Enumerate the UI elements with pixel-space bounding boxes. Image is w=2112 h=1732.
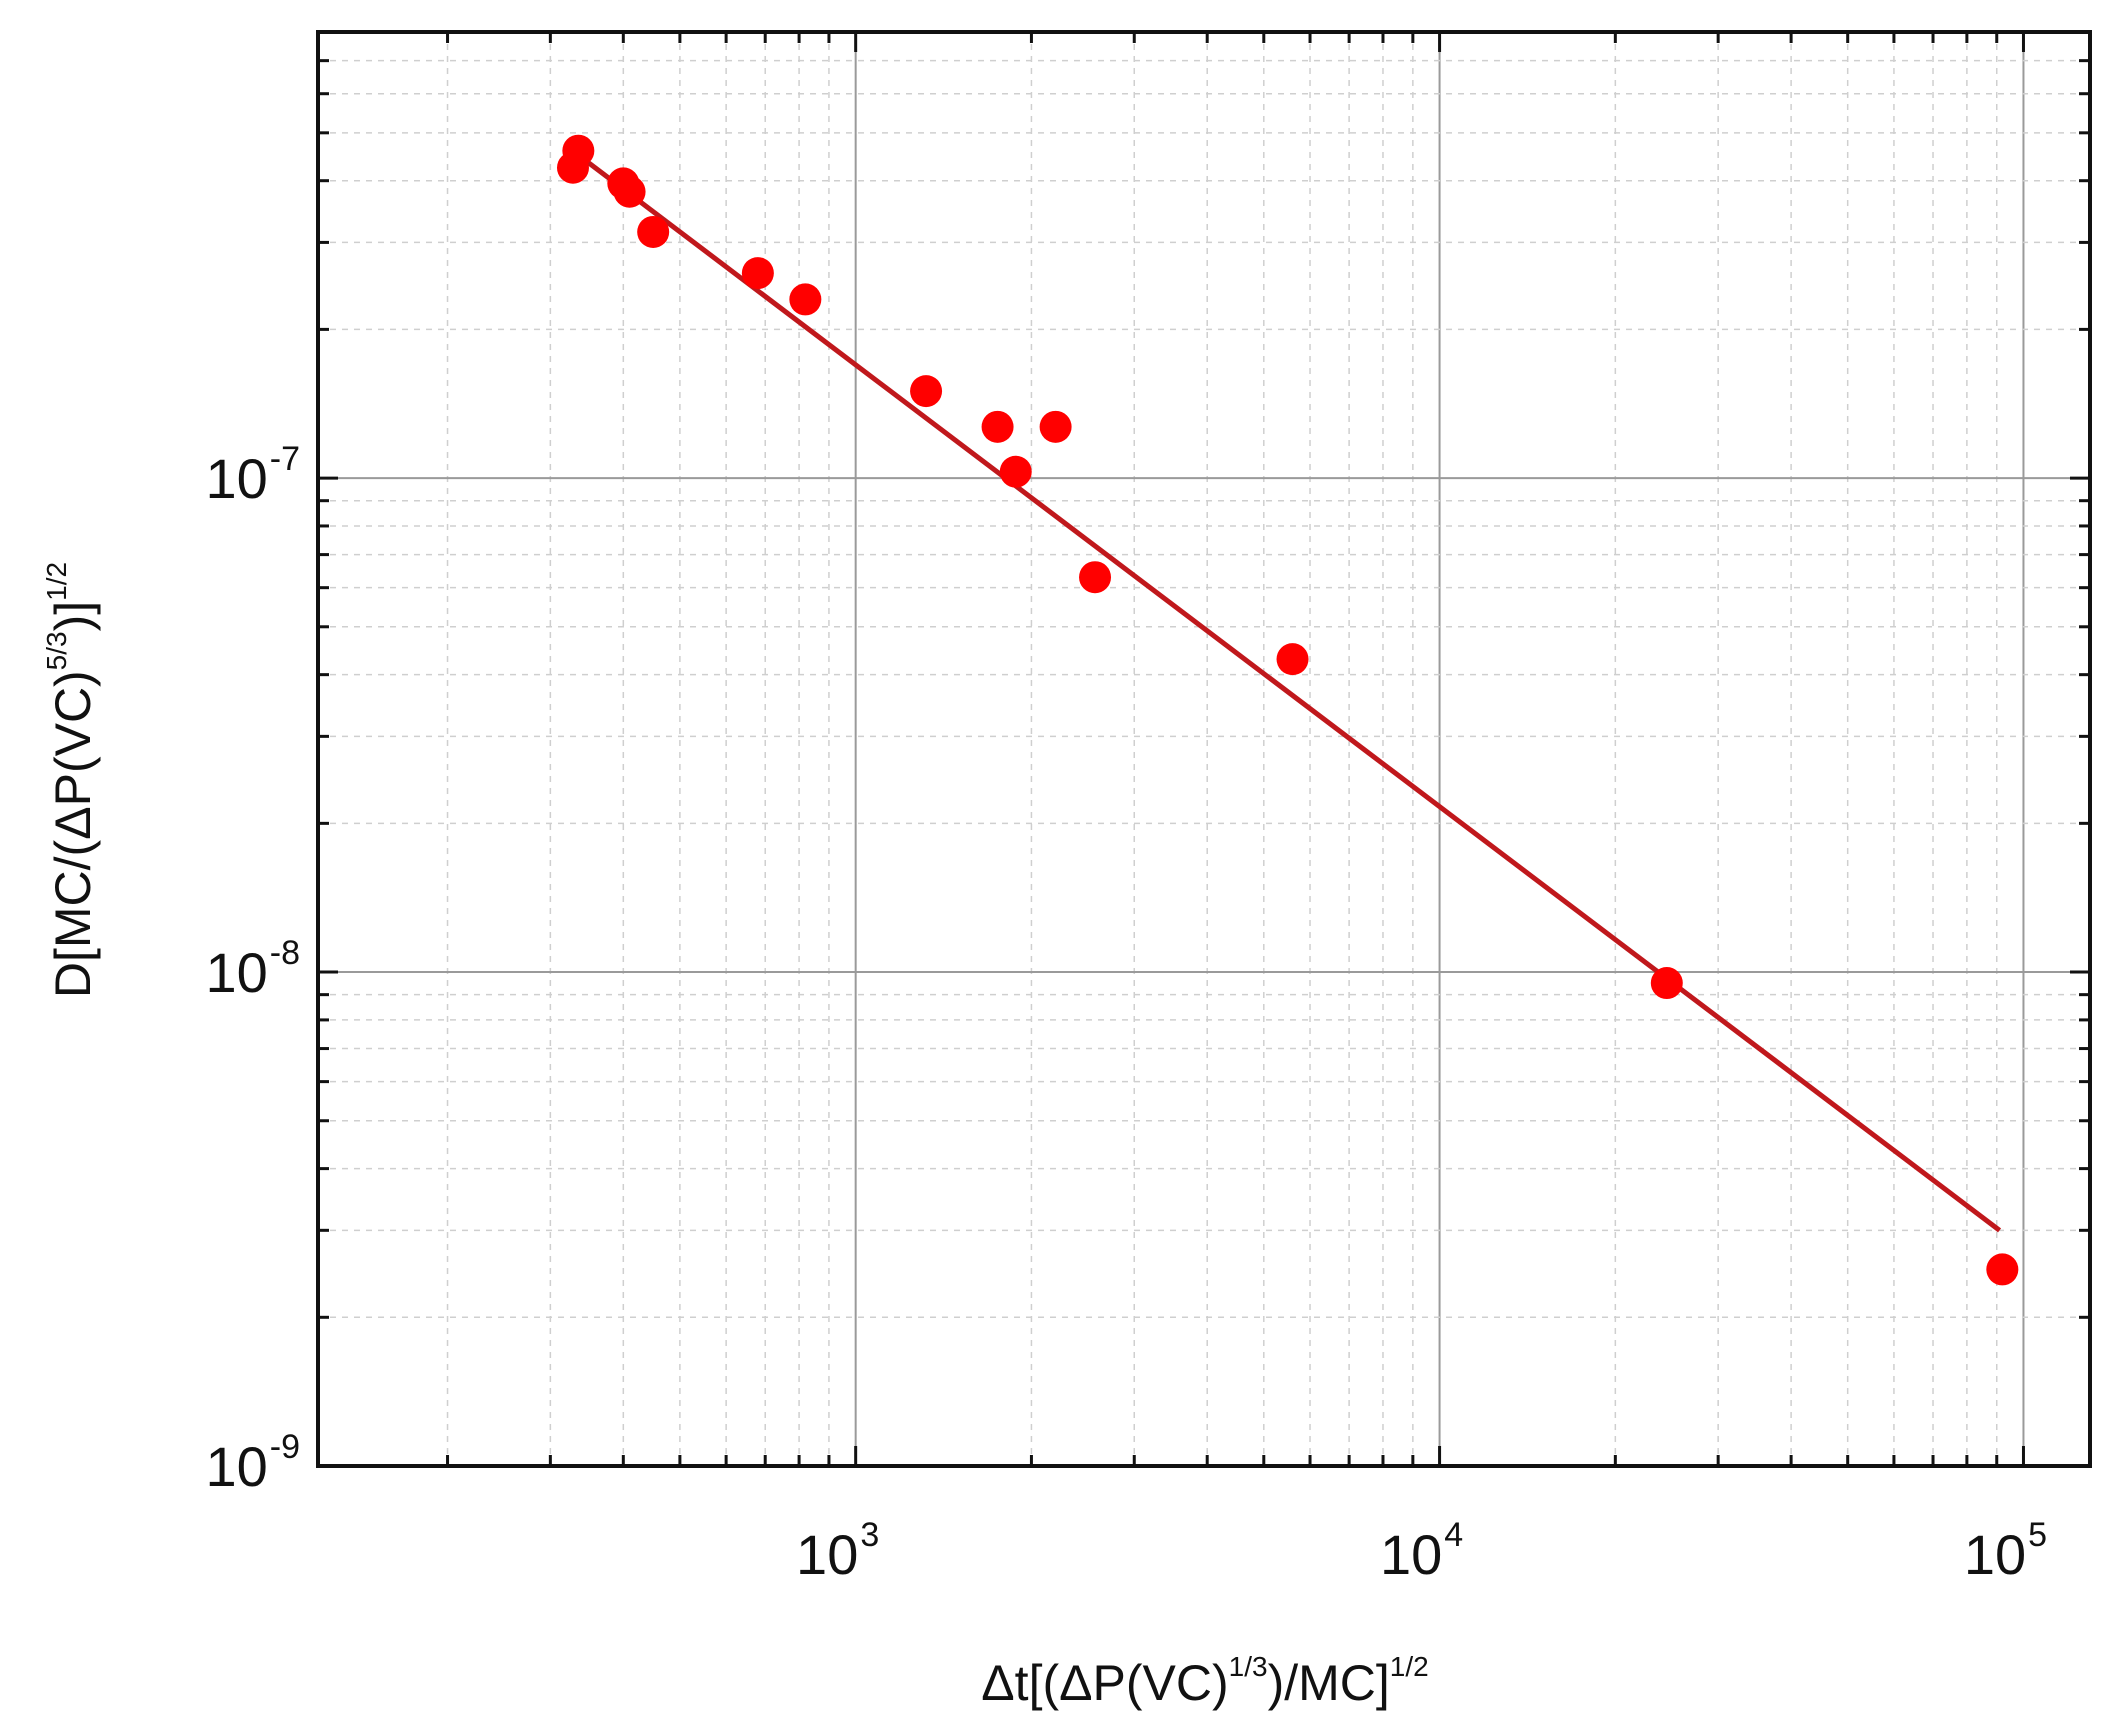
y-axis-label-text: D[MC/(ΔP(VC)	[45, 670, 101, 998]
x-tick-base: 10	[1380, 1523, 1442, 1586]
x-tick-exponent: 5	[2028, 1516, 2047, 1554]
data-point	[1650, 967, 1683, 1000]
x-tick-base: 10	[1964, 1523, 2026, 1586]
data-point	[981, 410, 1014, 443]
y-axis-label-text: )]	[45, 601, 101, 632]
data-point	[613, 175, 646, 208]
axis-ticks	[318, 30, 2090, 1468]
y-tick-label: 10-9	[205, 1428, 300, 1498]
fit-line-layer	[580, 155, 2002, 1233]
data-point	[562, 134, 595, 167]
y-axis-label: D[MC/(ΔP(VC)5/3)]1/2	[41, 562, 101, 998]
data-point	[999, 455, 1032, 488]
y-tick-label: 10-8	[205, 934, 300, 1004]
x-tick-exponent: 3	[860, 1516, 879, 1554]
x-axis-label-superscript: 1/2	[1390, 1651, 1429, 1682]
y-tick-base: 10	[205, 447, 267, 510]
y-tick-base: 10	[205, 1435, 267, 1498]
y-tick-exponent: -7	[270, 440, 300, 478]
x-axis-label-text: )/MC]	[1268, 1655, 1390, 1711]
x-axis-label-text: Δt[(ΔP(VC)	[981, 1655, 1228, 1711]
data-point	[1079, 561, 1112, 594]
y-axis-label-superscript: 5/3	[41, 631, 72, 670]
y-tick-exponent: -8	[270, 934, 300, 972]
data-point	[789, 283, 822, 316]
data-points-layer	[556, 134, 2019, 1286]
y-tick-exponent: -9	[270, 1428, 300, 1466]
data-point	[637, 215, 670, 248]
x-tick-exponent: 4	[1444, 1516, 1463, 1554]
y-tick-base: 10	[205, 941, 267, 1004]
x-tick-label: 103	[796, 1516, 879, 1586]
y-tick-label: 10-7	[205, 440, 300, 510]
x-tick-label: 104	[1380, 1516, 1463, 1586]
data-point	[1039, 410, 1072, 443]
data-point	[741, 257, 774, 290]
x-axis-label: Δt[(ΔP(VC)1/3)/MC]1/2	[981, 1651, 1428, 1711]
x-axis-label-superscript: 1/3	[1229, 1651, 1268, 1682]
x-tick-base: 10	[796, 1523, 858, 1586]
fit-line	[580, 155, 2002, 1233]
data-point	[1276, 643, 1309, 676]
plot-frame	[316, 30, 2092, 1468]
data-point	[1986, 1253, 2019, 1286]
axis-labels: Δt[(ΔP(VC)1/3)/MC]1/2D[MC/(ΔP(VC)5/3)]1/…	[41, 562, 1429, 1711]
data-point	[910, 375, 943, 408]
x-tick-label: 105	[1964, 1516, 2047, 1586]
plot-area-border	[316, 30, 2092, 1468]
y-axis-label-superscript: 1/2	[41, 562, 72, 601]
